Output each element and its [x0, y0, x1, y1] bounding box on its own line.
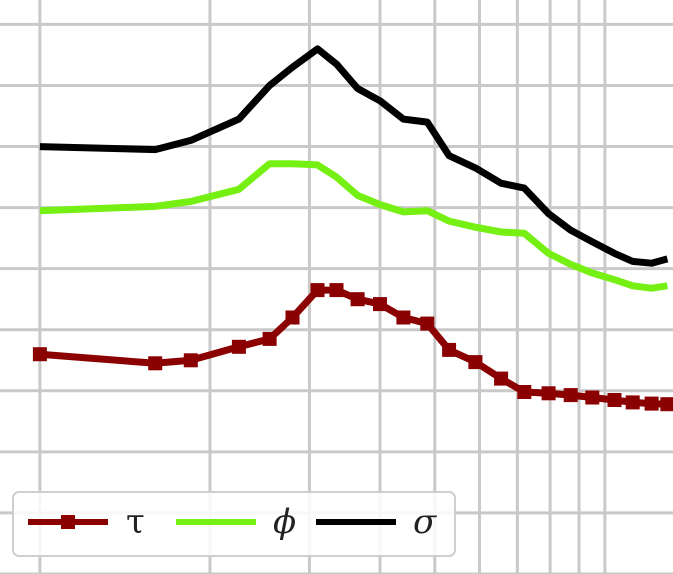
data-point [310, 283, 325, 298]
data-point [396, 310, 411, 325]
data-point [644, 396, 659, 411]
data-point [563, 388, 578, 403]
series-1 [39, 160, 668, 292]
data-point [420, 316, 435, 331]
data-point [183, 353, 198, 368]
data-point [660, 397, 673, 412]
series-2 [39, 45, 669, 267]
data-point [607, 393, 622, 407]
legend-marker-tau [61, 515, 75, 529]
data-point [442, 342, 457, 357]
data-point [494, 371, 509, 386]
legend-label-sigma: σ [413, 502, 437, 542]
series-layer [32, 45, 673, 412]
data-point [468, 355, 483, 370]
data-point [350, 292, 365, 307]
data-point [329, 283, 344, 298]
series-0 [32, 283, 673, 412]
data-point [625, 395, 640, 410]
data-point [231, 339, 246, 354]
data-point [32, 347, 47, 362]
data-point [541, 386, 556, 401]
data-point [148, 356, 163, 371]
legend-label-phi: ϕ [273, 502, 296, 542]
data-point [517, 385, 532, 399]
legend: τ ϕ σ [12, 491, 456, 557]
data-point [285, 310, 300, 325]
legend-label-tau: τ [126, 502, 145, 542]
series-line [39, 45, 669, 267]
data-point [585, 390, 600, 405]
data-point [262, 331, 277, 346]
series-line [39, 160, 668, 292]
data-point [373, 297, 387, 312]
